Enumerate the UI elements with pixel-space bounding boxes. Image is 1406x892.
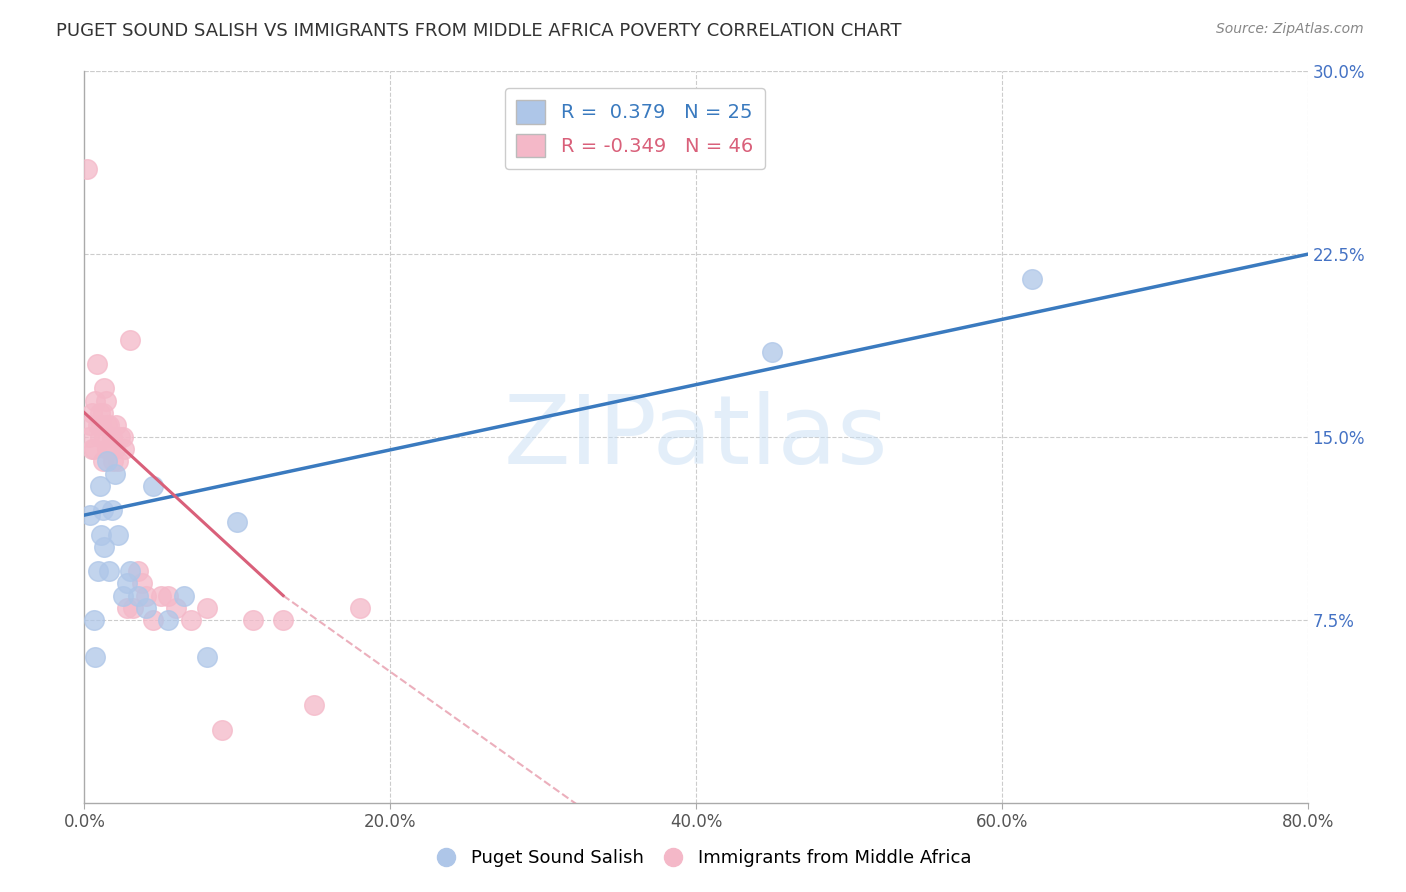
Point	[349, 600, 371, 615]
Point	[87, 564, 110, 578]
Point	[122, 600, 145, 615]
Point	[76, 161, 98, 176]
Point	[761, 344, 783, 359]
Point	[1021, 271, 1043, 285]
Point	[104, 467, 127, 481]
Point	[127, 589, 149, 603]
Point	[112, 442, 135, 457]
Point	[79, 508, 101, 522]
Point	[302, 698, 325, 713]
Point	[165, 600, 187, 615]
Point	[120, 564, 142, 578]
Point	[101, 430, 124, 444]
Point	[131, 576, 153, 591]
Point	[90, 417, 112, 432]
Point	[93, 430, 115, 444]
Point	[89, 430, 111, 444]
Point	[242, 613, 264, 627]
Point	[87, 417, 110, 432]
Point	[80, 406, 103, 420]
Point	[91, 503, 114, 517]
Point	[115, 600, 138, 615]
Point	[135, 589, 157, 603]
Point	[103, 454, 125, 468]
Point	[93, 381, 115, 395]
Text: ZIPatlas: ZIPatlas	[503, 391, 889, 483]
Point	[115, 576, 138, 591]
Text: Source: ZipAtlas.com: Source: ZipAtlas.com	[1216, 22, 1364, 37]
Point	[211, 723, 233, 737]
Point	[173, 589, 195, 603]
Point	[79, 417, 101, 432]
Point	[271, 613, 294, 627]
Point	[157, 589, 180, 603]
Point	[107, 454, 129, 468]
Legend: R =  0.379   N = 25, R = -0.349   N = 46: R = 0.379 N = 25, R = -0.349 N = 46	[505, 88, 765, 169]
Point	[127, 564, 149, 578]
Point	[111, 430, 134, 444]
Point	[90, 527, 112, 541]
Point	[108, 430, 131, 444]
Point	[142, 613, 165, 627]
Text: PUGET SOUND SALISH VS IMMIGRANTS FROM MIDDLE AFRICA POVERTY CORRELATION CHART: PUGET SOUND SALISH VS IMMIGRANTS FROM MI…	[56, 22, 901, 40]
Point	[98, 442, 121, 457]
Point	[77, 430, 100, 444]
Point	[195, 600, 218, 615]
Point	[89, 479, 111, 493]
Point	[89, 406, 111, 420]
Point	[157, 613, 180, 627]
Point	[86, 357, 108, 371]
Point	[91, 454, 114, 468]
Point	[107, 527, 129, 541]
Point	[105, 417, 128, 432]
Point	[96, 442, 118, 457]
Point	[80, 442, 103, 457]
Point	[120, 333, 142, 347]
Legend: Puget Sound Salish, Immigrants from Middle Africa: Puget Sound Salish, Immigrants from Midd…	[427, 842, 979, 874]
Point	[97, 417, 120, 432]
Point	[91, 406, 114, 420]
Point	[84, 649, 107, 664]
Point	[96, 454, 118, 468]
Point	[83, 613, 105, 627]
Point	[111, 589, 134, 603]
Point	[97, 564, 120, 578]
Point	[101, 503, 124, 517]
Point	[149, 589, 172, 603]
Point	[195, 649, 218, 664]
Point	[104, 442, 127, 457]
Point	[180, 613, 202, 627]
Point	[94, 393, 117, 408]
Point	[142, 479, 165, 493]
Point	[83, 442, 105, 457]
Point	[96, 417, 118, 432]
Point	[84, 393, 107, 408]
Point	[93, 540, 115, 554]
Point	[135, 600, 157, 615]
Point	[226, 516, 249, 530]
